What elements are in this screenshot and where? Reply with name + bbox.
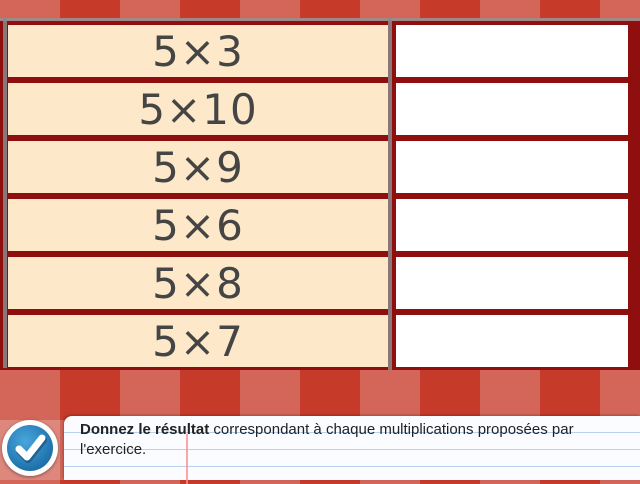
validate-button-face [7,425,53,471]
question-row: 5×3 [0,25,640,77]
question-cell: 5×7 [8,315,388,367]
game-area: 5×3 5×10 5×9 5×6 5×8 5×7 [0,18,640,370]
frame-rail-top [0,18,640,21]
answer-input[interactable] [396,199,628,251]
validate-button[interactable] [2,420,58,476]
question-row: 5×10 [0,83,640,135]
answer-input[interactable] [396,315,628,367]
instruction-text: Donnez le résultat correspondant à chaqu… [80,420,635,460]
instruction-note: Donnez le résultat correspondant à chaqu… [64,416,640,484]
answer-input[interactable] [396,83,628,135]
frame-rail-divider [388,18,392,370]
answer-input[interactable] [396,141,628,193]
notebook-margin-line [186,434,188,484]
instruction-rest: correspondant à chaque multiplications p… [80,421,574,458]
question-row: 5×6 [0,199,640,251]
checkmark-icon [15,434,47,463]
question-cell: 5×9 [8,141,388,193]
question-cell: 5×8 [8,257,388,309]
question-cell: 5×10 [8,83,388,135]
frame-rail-left [3,18,7,368]
question-row: 5×9 [0,141,640,193]
instruction-bar: Donnez le résultat correspondant à chaqu… [0,412,640,484]
question-row: 5×8 [0,257,640,309]
question-row: 5×7 [0,315,640,367]
instruction-bold: Donnez le résultat [80,421,210,438]
question-cell: 5×3 [8,25,388,77]
question-cell: 5×6 [8,199,388,251]
answer-input[interactable] [396,257,628,309]
multiplication-table: 5×3 5×10 5×9 5×6 5×8 5×7 [0,18,640,370]
answer-input[interactable] [396,25,628,77]
